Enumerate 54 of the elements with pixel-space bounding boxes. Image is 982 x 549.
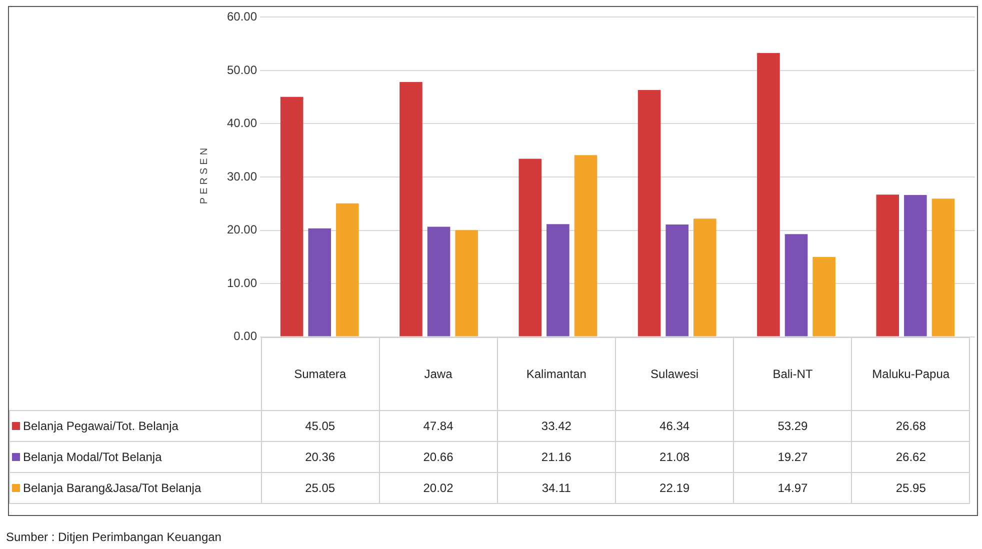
bar — [336, 203, 359, 336]
data-label: 53.29 — [734, 410, 852, 442]
data-label: 22.19 — [615, 472, 734, 504]
bar — [400, 82, 422, 336]
bar — [932, 198, 955, 336]
data-label: 21.16 — [497, 441, 616, 472]
data-label: 45.05 — [261, 410, 380, 442]
x-tick-label: Maluku-Papua — [852, 337, 970, 410]
x-tick-label: Bali-NT — [734, 337, 852, 410]
data-label: 33.42 — [497, 410, 616, 442]
bar — [694, 218, 716, 336]
data-label: 19.27 — [734, 441, 852, 472]
y-tick-label: 10.00 — [227, 276, 258, 290]
bar — [574, 155, 598, 336]
data-label: 47.84 — [379, 410, 498, 442]
data-label: 25.95 — [852, 472, 970, 504]
y-tick-label: 40.00 — [227, 116, 258, 130]
legend-label: Belanja Modal/Tot Belanja — [10, 441, 262, 472]
bar — [455, 230, 478, 336]
y-axis-title: PERSEN — [199, 144, 210, 204]
data-label: 26.62 — [852, 441, 970, 472]
data-label: 34.11 — [497, 472, 616, 504]
bar — [638, 90, 661, 336]
data-label: 46.34 — [615, 410, 734, 442]
bar — [666, 224, 688, 336]
x-tick-label: Sumatera — [261, 337, 380, 410]
data-label: 25.05 — [261, 472, 380, 504]
x-tick-label: Jawa — [379, 337, 498, 410]
data-label: 21.08 — [615, 441, 734, 472]
data-label: 20.66 — [379, 441, 498, 472]
bar — [757, 52, 780, 336]
bar — [427, 226, 450, 336]
x-tick-label: Kalimantan — [497, 337, 616, 410]
bar — [546, 224, 570, 336]
legend-label: Belanja Pegawai/Tot. Belanja — [10, 410, 262, 442]
data-label: 14.97 — [734, 472, 852, 504]
y-tick-label: 0.00 — [234, 329, 258, 344]
bar — [784, 234, 808, 336]
bar — [308, 228, 332, 336]
text: Sumber : Ditjen Perimbangan Keuangan — [6, 530, 222, 544]
data-label: 20.02 — [379, 472, 498, 504]
y-tick-label: 50.00 — [227, 62, 258, 77]
data-label: 26.68 — [852, 410, 970, 442]
data-label: 20.36 — [261, 441, 380, 472]
y-tick-label: 30.00 — [227, 169, 258, 184]
legend-label: Belanja Barang&Jasa/Tot Belanja — [10, 472, 262, 504]
bar — [280, 96, 304, 336]
bar — [876, 194, 900, 336]
y-tick-label: 20.00 — [227, 222, 258, 237]
x-tick-label: Sulawesi — [615, 337, 734, 410]
bar — [904, 195, 927, 336]
bar — [518, 158, 542, 336]
bar — [812, 257, 836, 336]
y-tick-label: 60.00 — [227, 10, 258, 24]
